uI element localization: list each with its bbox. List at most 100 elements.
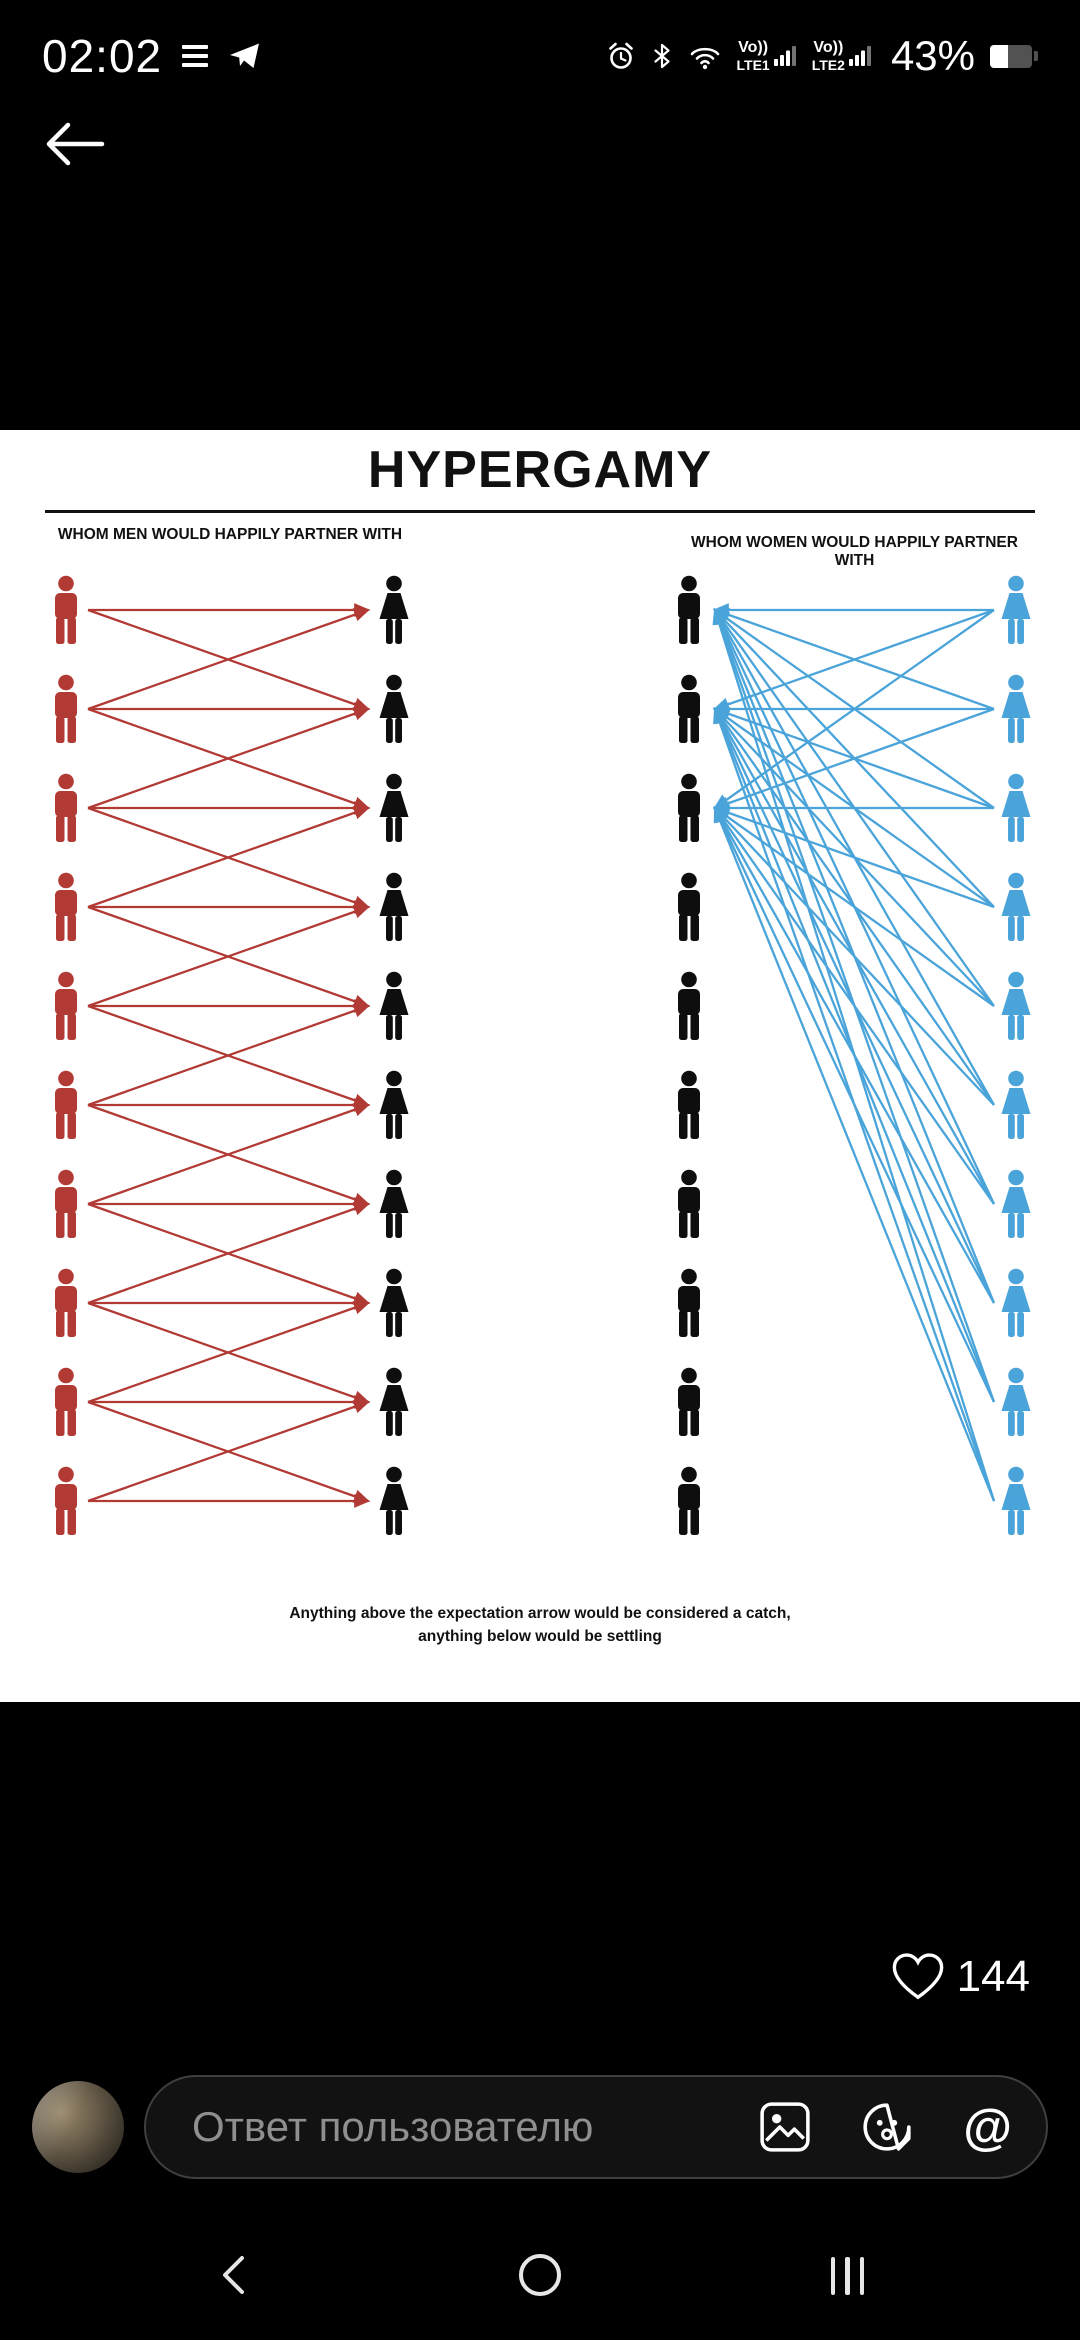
volte-label-2: Vo)) — [813, 39, 844, 56]
left-panel-subtitle: WHOM MEN WOULD HAPPILY PARTNER WITH — [57, 526, 403, 543]
sim1-signal: Vo)) LTE1 — [737, 40, 797, 72]
woman-pictogram-icon — [379, 872, 409, 941]
battery-fill — [990, 44, 1009, 68]
right-panel-subtitle: WHOM WOMEN WOULD HAPPILY PARTNER WITH — [691, 534, 1018, 569]
woman-pictogram-icon — [1001, 1268, 1031, 1337]
man-pictogram-icon — [678, 1367, 700, 1436]
woman-pictogram-icon — [1001, 872, 1031, 941]
meme-image[interactable]: HYPERGAMY WHOM MEN WOULD HAPPILY PARTNER… — [0, 430, 1080, 1702]
woman-pictogram-icon — [379, 773, 409, 842]
man-pictogram-icon — [678, 575, 700, 644]
man-pictogram-icon — [55, 971, 77, 1040]
woman-pictogram-icon — [379, 1268, 409, 1337]
expectation-arrow — [87, 905, 371, 1008]
nav-back-button[interactable] — [212, 2249, 254, 2304]
menu-icon — [182, 40, 209, 72]
nav-bar — [0, 2212, 1080, 2340]
meme-caption: Anything above the expectation arrow wou… — [0, 1602, 1080, 1648]
back-button[interactable] — [36, 112, 114, 179]
expectation-arrow — [87, 1400, 371, 1503]
hypergamy-diagram — [55, 575, 1031, 1535]
caption-line-2: anything below would be settling — [418, 1628, 662, 1645]
comment-bar: Ответ пользователю @ — [0, 2066, 1080, 2188]
man-pictogram-icon — [55, 773, 77, 842]
expectation-arrow — [87, 1004, 371, 1107]
woman-pictogram-icon — [1001, 1367, 1031, 1436]
network-label-1: LTE1 — [736, 57, 770, 73]
nav-recents-icon — [830, 2257, 864, 2295]
like-count: 144 — [956, 1952, 1030, 2001]
woman-pictogram-icon — [379, 1367, 409, 1436]
back-arrow-icon — [46, 122, 105, 166]
nav-home-icon — [519, 2253, 562, 2296]
man-pictogram-icon — [55, 674, 77, 743]
man-pictogram-icon — [55, 1466, 77, 1535]
woman-pictogram-icon — [1001, 1070, 1031, 1139]
telegram-icon — [230, 43, 260, 68]
man-pictogram-icon — [678, 971, 700, 1040]
heart-icon[interactable] — [891, 1952, 945, 2002]
woman-pictogram-icon — [1001, 1466, 1031, 1535]
expectation-arrow — [87, 1202, 371, 1305]
title-underline — [45, 510, 1035, 513]
alarm-icon — [608, 42, 633, 69]
nav-recents-button[interactable] — [827, 2253, 869, 2299]
volte-label-1: Vo)) — [738, 39, 769, 56]
reply-placeholder: Ответ пользователю — [192, 2103, 594, 2150]
man-pictogram-icon — [678, 1268, 700, 1337]
expectation-arrow — [712, 607, 996, 1502]
expectation-arrow — [713, 607, 996, 1106]
man-pictogram-icon — [55, 1070, 77, 1139]
man-pictogram-icon — [55, 575, 77, 644]
meme-title: HYPERGAMY — [367, 441, 713, 499]
expectation-arrow — [87, 707, 371, 810]
caption-line-1: Anything above the expectation arrow wou… — [289, 1605, 791, 1622]
sim2-signal: Vo)) LTE2 — [812, 40, 872, 72]
sticker-icon[interactable] — [861, 2101, 913, 2153]
woman-pictogram-icon — [379, 1070, 409, 1139]
man-pictogram-icon — [678, 1169, 700, 1238]
reply-actions: @ — [759, 2101, 1012, 2153]
woman-pictogram-icon — [379, 971, 409, 1040]
wifi-calling-icon — [690, 47, 719, 70]
woman-pictogram-icon — [1001, 575, 1031, 644]
bluetooth-icon — [653, 43, 670, 69]
woman-pictogram-icon — [1001, 674, 1031, 743]
battery-icon — [990, 44, 1038, 68]
status-bar-left: 02:02 — [42, 29, 262, 83]
battery-percent: 43% — [890, 32, 975, 79]
nav-home-button[interactable] — [512, 2247, 568, 2306]
man-pictogram-icon — [55, 1268, 77, 1337]
man-pictogram-icon — [678, 1466, 700, 1535]
expectation-arrow — [87, 608, 371, 711]
man-pictogram-icon — [55, 872, 77, 941]
status-bar: 02:02 Vo)) LTE1 — [0, 14, 1080, 98]
reply-input[interactable]: Ответ пользователю @ — [144, 2075, 1048, 2179]
man-pictogram-icon — [55, 1169, 77, 1238]
signal-bars-icon — [848, 46, 871, 66]
expectation-arrow — [87, 1301, 371, 1404]
man-pictogram-icon — [678, 1070, 700, 1139]
network-label-2: LTE2 — [811, 57, 845, 73]
woman-pictogram-icon — [379, 1169, 409, 1238]
expectation-arrow — [713, 607, 996, 1403]
status-bar-right: Vo)) LTE1 Vo)) LTE2 43% — [606, 32, 1038, 80]
expectation-arrow — [712, 608, 995, 711]
signal-bars-icon — [773, 46, 796, 66]
gallery-icon[interactable] — [759, 2101, 811, 2153]
woman-pictogram-icon — [379, 1466, 409, 1535]
woman-pictogram-icon — [1001, 1169, 1031, 1238]
man-pictogram-icon — [678, 674, 700, 743]
expectation-arrow — [713, 805, 996, 1502]
expectation-arrow — [713, 706, 996, 1502]
expectation-arrow — [87, 1103, 371, 1206]
clock: 02:02 — [42, 30, 163, 82]
expectation-arrow — [713, 608, 995, 1007]
avatar[interactable] — [32, 2081, 124, 2173]
man-pictogram-icon — [678, 872, 700, 941]
nav-back-icon — [223, 2255, 244, 2294]
expectation-arrow — [87, 806, 371, 909]
mention-icon[interactable]: @ — [963, 2099, 1012, 2155]
woman-pictogram-icon — [379, 674, 409, 743]
